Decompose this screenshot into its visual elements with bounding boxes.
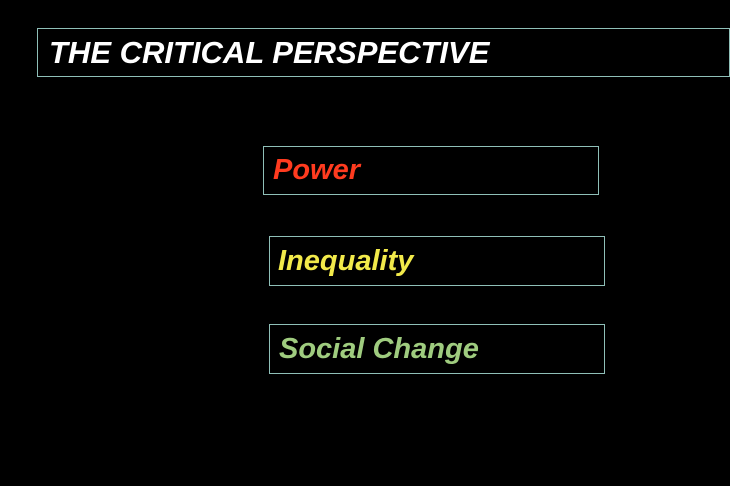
term-label-power: Power xyxy=(273,154,361,186)
term-label-social-change: Social Change xyxy=(279,332,479,365)
term-box-inequality: Inequality xyxy=(269,236,605,286)
term-box-social-change: Social Change xyxy=(269,324,605,374)
slide-title-box: THE CRITICAL PERSPECTIVE xyxy=(37,28,730,77)
term-label-inequality: Inequality xyxy=(278,244,414,277)
term-box-power: Power xyxy=(263,146,599,195)
slide-title: THE CRITICAL PERSPECTIVE xyxy=(49,34,490,70)
